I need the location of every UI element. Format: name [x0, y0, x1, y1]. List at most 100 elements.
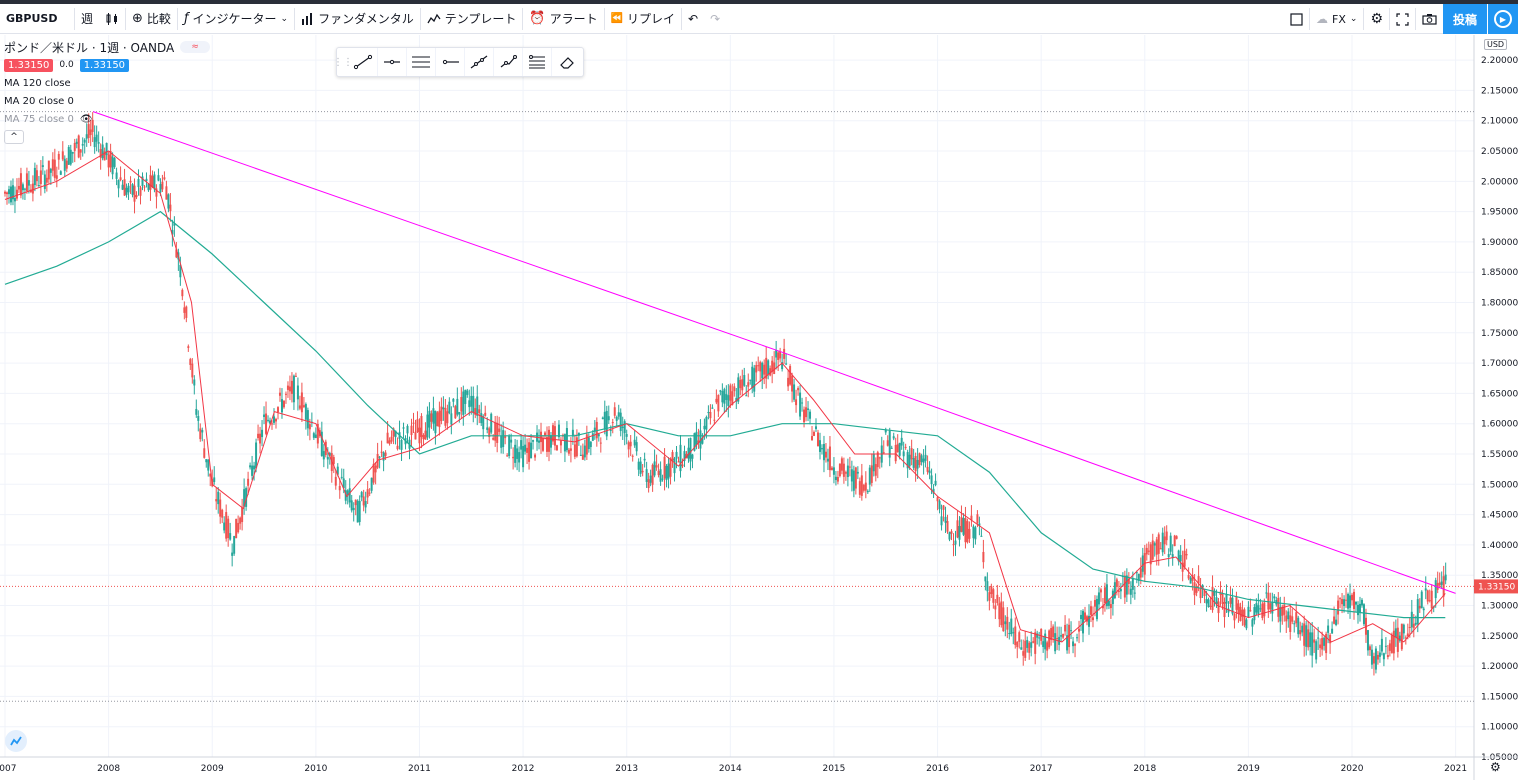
parallel-channel-tool[interactable] [407, 48, 436, 76]
candle-body [430, 413, 433, 422]
candle-body [771, 360, 774, 372]
candle-body [282, 400, 285, 408]
price-chart[interactable]: 2.20000 2.15000 2.10000 2.05000 2.00000 1.950… [0, 35, 1518, 780]
candle-body [1185, 554, 1188, 556]
candle-body [422, 435, 425, 440]
fullscreen-button[interactable] [1390, 4, 1415, 34]
square-layout-icon [1290, 12, 1303, 26]
candle-body [528, 442, 531, 462]
candle-body [1080, 614, 1083, 620]
candle-body [538, 440, 541, 443]
candle-body [952, 544, 955, 546]
axis-settings-gear-icon[interactable]: ⚙ [1490, 760, 1501, 774]
candle-body [934, 480, 937, 486]
candle-body [623, 421, 626, 434]
candle-body [1241, 609, 1244, 617]
snapshot-button[interactable] [1416, 4, 1443, 34]
ma-120-line[interactable] [4, 210, 1446, 619]
candle-body [1213, 590, 1216, 596]
publish-button[interactable]: 投稿 [1443, 4, 1487, 34]
drag-handle-icon[interactable]: ⋮⋮ [333, 56, 353, 68]
candle-body [731, 391, 734, 405]
candle-body [366, 489, 369, 498]
layout-button[interactable] [1284, 4, 1309, 34]
candle-body [1040, 628, 1043, 641]
tradingview-logo-icon[interactable] [5, 730, 27, 752]
extended-line-tool[interactable] [465, 48, 494, 76]
candle-body [765, 357, 768, 379]
candle-body [181, 289, 184, 297]
candle-body [257, 433, 260, 439]
candle-body [145, 178, 148, 182]
candle-body [187, 346, 190, 348]
candle-body [805, 407, 808, 418]
trend-line-tool[interactable] [349, 48, 378, 76]
candle-body [908, 454, 911, 467]
candle-body [334, 476, 337, 486]
candle-body [83, 139, 86, 143]
candle-body [522, 446, 525, 468]
legend-ma-120[interactable]: MA 120 close [4, 74, 210, 92]
undo-button[interactable]: ↶ [682, 4, 704, 34]
candle-body [699, 430, 702, 449]
horizontal-ray-tool[interactable] [378, 48, 407, 76]
wave-pill-icon[interactable]: ≈ [180, 41, 211, 53]
candle-body [894, 445, 897, 462]
bid-price[interactable]: 1.33150 [4, 58, 54, 72]
ask-price[interactable]: 1.33150 [79, 58, 130, 72]
legend-price-row: 1.33150 0.0 1.33150 [4, 56, 210, 74]
candle-body [1231, 597, 1234, 614]
fib-retracement-tool[interactable] [523, 48, 552, 76]
candle-body [253, 465, 256, 470]
candle-body [7, 189, 10, 195]
path-tool[interactable] [494, 48, 523, 76]
compare-button[interactable]: ⊕ 比較 [126, 4, 177, 34]
candle-body [426, 414, 429, 438]
candle-body [1408, 626, 1411, 628]
candle-body [227, 518, 230, 538]
price-tick-label: 1.75000 [1481, 329, 1518, 339]
currency-label[interactable]: USD [1484, 39, 1508, 50]
candle-body [386, 432, 389, 444]
gear-icon: ⚙ [1370, 11, 1383, 27]
ray-tool[interactable] [436, 48, 465, 76]
fundamentals-button[interactable]: ファンダメンタル [295, 4, 420, 34]
collapse-legend-button[interactable]: ^ [4, 130, 24, 144]
candle-body [450, 413, 453, 425]
candle-body [968, 528, 971, 539]
candle-body [864, 482, 867, 491]
legend-ma-75[interactable]: MA 75 close 0 👁 [4, 110, 210, 128]
trend-line[interactable] [92, 111, 1456, 594]
candle-body [832, 467, 835, 475]
templates-button[interactable]: テンプレート [421, 4, 523, 34]
legend-ma-20[interactable]: MA 20 close 0 [4, 92, 210, 110]
candle-body [749, 379, 752, 381]
ma-20-label: MA 20 close 0 [4, 95, 74, 107]
replay-button[interactable]: ⏪ リプレイ [605, 4, 681, 34]
alert-button[interactable]: ⏰ アラート [523, 4, 603, 34]
settings-button[interactable]: ⚙ [1364, 4, 1389, 34]
watchlist-fx-button[interactable]: ☁ FX ⌄ [1310, 4, 1363, 34]
candle-body [169, 204, 172, 212]
redo-button[interactable]: ↷ [704, 4, 726, 34]
candle-body [340, 476, 343, 478]
candle-body [1358, 603, 1361, 613]
eraser-tool[interactable] [552, 48, 581, 76]
candle-body [1173, 535, 1176, 547]
symbol-search[interactable]: GBPUSD [6, 12, 58, 25]
ma-20-line[interactable] [4, 150, 1446, 643]
candle-body [890, 447, 893, 449]
candle-body [828, 446, 831, 471]
eye-hidden-icon[interactable]: 👁 [79, 113, 93, 125]
play-button[interactable]: ▶ [1487, 4, 1518, 34]
candle-body [265, 413, 268, 434]
chart-type-button[interactable] [99, 4, 125, 34]
candle-body [251, 465, 254, 476]
indicators-button[interactable]: ƒ インジケーター ⌄ [178, 4, 294, 34]
current-price-badge[interactable] [1474, 579, 1518, 594]
interval-button[interactable]: 週 [81, 12, 94, 26]
candle-body [619, 412, 622, 432]
candle-body [1400, 623, 1403, 650]
candle-body [261, 429, 264, 438]
candle-body [21, 184, 24, 191]
